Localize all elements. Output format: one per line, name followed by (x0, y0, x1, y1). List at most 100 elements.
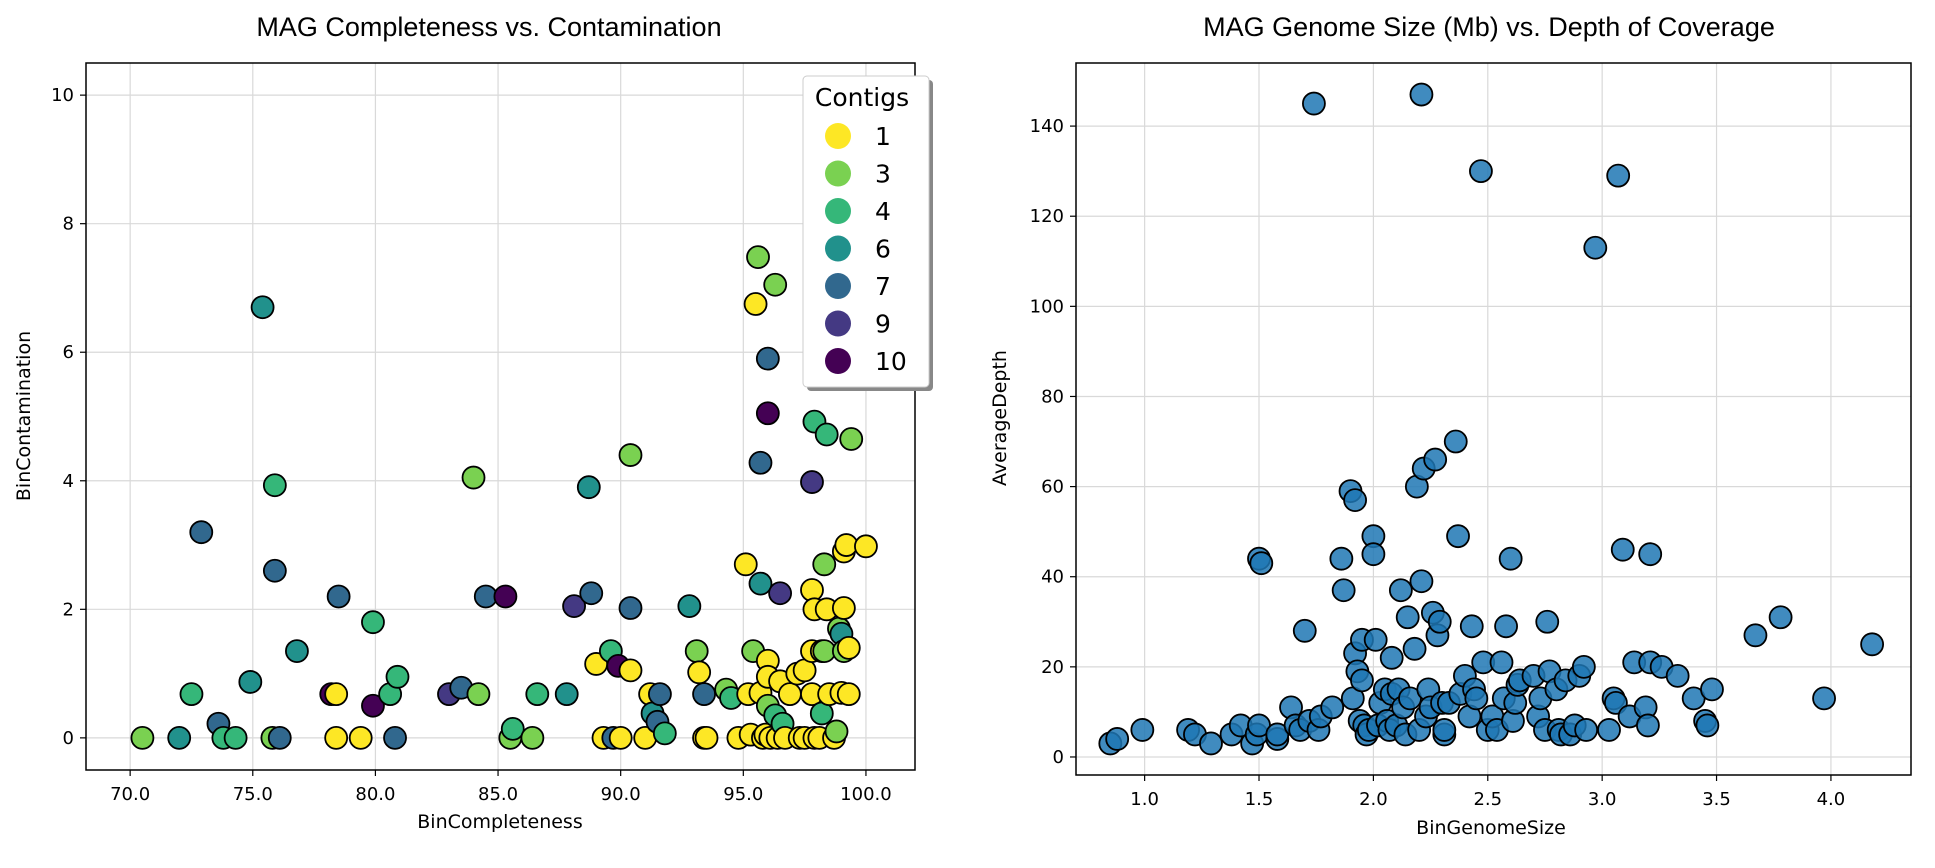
right-data-point (1743, 623, 1768, 648)
left-data-point (800, 470, 824, 494)
left-data-point (733, 552, 758, 577)
left-data-point (812, 639, 837, 663)
legend-label: 7 (875, 272, 891, 301)
right-data-point (1489, 650, 1514, 675)
legend-label: 4 (875, 197, 891, 226)
right-data-point (1638, 542, 1663, 567)
left-data-point (262, 558, 287, 583)
left-data-point (500, 716, 525, 741)
right-data-point (1402, 636, 1427, 661)
right-data-point (1459, 614, 1484, 639)
right-data-point (1379, 645, 1404, 670)
right-data-point (1292, 618, 1317, 643)
legend-label: 3 (875, 160, 891, 189)
left-data-point (520, 725, 545, 750)
left-y-tick-label: 6 (63, 342, 74, 363)
left-x-tick-label: 70.0 (110, 784, 150, 805)
right-chart-title: MAG Genome Size (Mb) vs. Depth of Covera… (1203, 12, 1775, 42)
left-data-point (285, 639, 309, 663)
left-data-point (748, 571, 773, 596)
right-data-point (1768, 605, 1793, 630)
right-data-point (1302, 91, 1326, 116)
left-y-tick-label: 0 (63, 728, 74, 749)
left-data-point (677, 594, 702, 619)
left-y-tick-label: 10 (51, 85, 74, 106)
left-data-point (262, 473, 287, 498)
left-data-point (812, 552, 837, 577)
left-data-point (618, 443, 643, 467)
left-data-point (361, 610, 385, 635)
legend-marker (825, 310, 851, 337)
right-data-point (1535, 609, 1560, 634)
right-data-point (1199, 731, 1223, 756)
left-data-point (326, 584, 351, 609)
left-data-point (473, 584, 498, 609)
right-chart: MAG Genome Size (Mb) vs. Depth of Covera… (989, 12, 1912, 839)
right-data-point (1695, 713, 1720, 738)
left-plot-frame (85, 62, 916, 771)
right-y-tick-label: 80 (1041, 386, 1064, 407)
left-data-point (763, 272, 788, 297)
left-data-point (831, 596, 856, 620)
right-data-point (1469, 159, 1493, 184)
left-data-point (461, 465, 486, 490)
left-data-point (579, 581, 604, 606)
right-y-tick-label: 100 (1030, 296, 1064, 317)
right-data-point (1636, 713, 1660, 738)
left-data-point (768, 581, 793, 606)
left-x-tick-label: 90.0 (601, 784, 641, 805)
right-x-tick-label: 2.0 (1359, 789, 1388, 810)
left-data-point (348, 725, 373, 750)
right-data-point (1361, 542, 1386, 567)
right-data-point (1395, 605, 1420, 630)
left-data-point (250, 295, 275, 320)
left-data-point (648, 682, 672, 707)
right-data-point (1409, 569, 1434, 594)
left-data-point (554, 682, 579, 707)
right-data-point (1494, 614, 1518, 639)
right-x-tick-label: 4.0 (1817, 789, 1846, 810)
left-data-point (223, 725, 248, 750)
legend-marker (825, 198, 851, 224)
legend: Contigs 1 3 4 6 7 9 10 (802, 75, 933, 391)
right-data-point (1446, 524, 1470, 549)
legend-marker (825, 273, 851, 299)
left-chart: MAG Completeness vs. Contamination 70.0 7… (13, 12, 933, 833)
left-data-point (361, 693, 385, 718)
right-y-tick-label: 0 (1053, 747, 1064, 768)
left-data-point (684, 639, 709, 663)
left-data-point (179, 682, 204, 707)
right-data-point (1606, 163, 1631, 188)
legend-marker (825, 123, 851, 149)
right-data-point (1409, 82, 1434, 107)
left-y-axis-label: BinContamination (13, 331, 35, 501)
left-x-tick-label: 85.0 (478, 784, 518, 805)
left-ticks: 70.0 75.0 80.0 85.0 90.0 95.0 100.0 0 2 4 6 8 10 (51, 85, 892, 805)
legend-box (802, 75, 930, 388)
left-data-point (755, 346, 780, 371)
left-data-point (324, 682, 349, 707)
right-data-point (1130, 718, 1155, 742)
right-data-point (1860, 632, 1885, 657)
left-data-point (525, 682, 550, 707)
left-x-tick-label: 75.0 (233, 784, 273, 805)
right-data-point (1498, 546, 1523, 571)
legend-label: 6 (875, 235, 891, 264)
right-data-point (1571, 654, 1596, 679)
left-data-point (324, 725, 349, 750)
left-data-point (839, 427, 864, 451)
left-data-point (493, 584, 518, 609)
left-grid (86, 63, 915, 770)
right-x-tick-label: 3.5 (1702, 789, 1731, 810)
right-y-tick-label: 40 (1041, 567, 1064, 588)
right-x-tick-label: 2.5 (1473, 789, 1502, 810)
right-plot-frame (1075, 62, 1912, 776)
left-data-point (687, 660, 712, 685)
right-ticks: 1.0 1.5 2.0 2.5 3.0 3.5 4.0 0 20 40 60 80 100 120 140 (1030, 116, 1846, 810)
right-data-point (1665, 663, 1690, 688)
right-data-point (1249, 551, 1274, 576)
left-x-tick-label: 95.0 (723, 784, 763, 805)
right-data-point (1443, 429, 1468, 454)
left-data-point (834, 533, 859, 557)
